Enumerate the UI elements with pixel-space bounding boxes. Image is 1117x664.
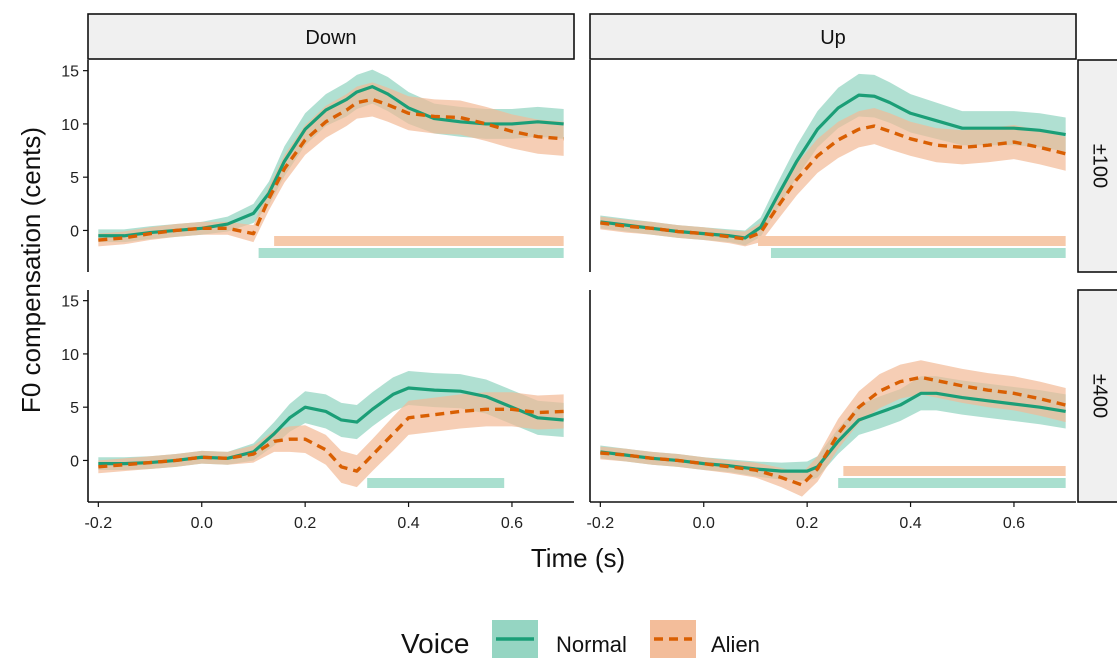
significance-bar-normal	[258, 248, 564, 258]
ci-band-alien	[600, 360, 1066, 497]
legend: Voice Normal Alien	[401, 620, 760, 659]
x-tick-label: -0.2	[85, 515, 113, 532]
significance-bar-normal	[770, 248, 1066, 258]
x-axis-title: Time (s)	[531, 543, 625, 573]
ci-band-normal	[600, 73, 1066, 246]
x-tick-label: 0.4	[397, 515, 419, 532]
y-tick-label: 5	[70, 400, 79, 417]
strip-row-1-box	[1077, 59, 1117, 273]
x-tick-label: 0.0	[191, 515, 213, 532]
x-tick-label: 0.2	[294, 515, 316, 532]
strip-label-row-1: ±100	[1089, 144, 1111, 188]
x-tick-label: 0.2	[796, 515, 818, 532]
ci-band-normal	[98, 370, 564, 471]
significance-bar-normal	[367, 478, 505, 488]
strip-row-2-box	[1077, 289, 1117, 503]
legend-label-normal: Normal	[556, 632, 627, 657]
ci-band-alien	[98, 82, 564, 247]
x-tick-label: 0.6	[501, 515, 523, 532]
legend-label-alien: Alien	[711, 632, 760, 657]
strip-label-down: Down	[305, 27, 356, 49]
ci-band-normal	[98, 69, 564, 243]
y-tick-label: 15	[61, 64, 79, 81]
y-tick-label: 0	[70, 223, 79, 240]
series-line-alien	[98, 407, 564, 473]
series-line-alien	[98, 97, 564, 242]
y-axis-title: F0 compensation (cents)	[16, 127, 46, 413]
x-tick-label: -0.2	[587, 515, 615, 532]
strip-up-box	[589, 13, 1077, 60]
ci-band-alien	[98, 392, 564, 488]
panel-down-row-2: 0 5 10 15 -0.2 0.0 0.2 0.4 0.6	[61, 290, 574, 532]
y-tick-label: 5	[70, 170, 79, 187]
strip-label-up: Up	[820, 27, 846, 49]
significance-bar-normal	[838, 478, 1066, 488]
strip-label-row-2: ±400	[1089, 374, 1111, 418]
series-line-normal	[600, 391, 1066, 473]
panel-up-row-1	[589, 60, 1067, 272]
y-tick-label: 0	[70, 453, 79, 470]
significance-bar-alien	[758, 236, 1066, 246]
significance-bar-alien	[274, 236, 564, 246]
y-tick-label: 10	[61, 347, 79, 364]
series-line-normal	[98, 85, 564, 238]
strip-down-box	[87, 13, 575, 60]
legend-title: Voice	[401, 628, 470, 659]
y-tick-label: 15	[61, 294, 79, 311]
panel-up-row-2: -0.2 0.0 0.2 0.4 0.6	[587, 290, 1076, 532]
ci-band-alien	[600, 107, 1066, 247]
x-tick-label: 0.0	[693, 515, 715, 532]
y-tick-label: 10	[61, 117, 79, 134]
x-tick-label: 0.6	[1003, 515, 1025, 532]
x-tick-label: 0.4	[899, 515, 921, 532]
significance-bar-alien	[843, 466, 1066, 476]
panel-down-row-1: 0 5 10 15	[61, 60, 564, 272]
ci-band-normal	[600, 376, 1066, 481]
series-line-alien	[600, 124, 1067, 241]
